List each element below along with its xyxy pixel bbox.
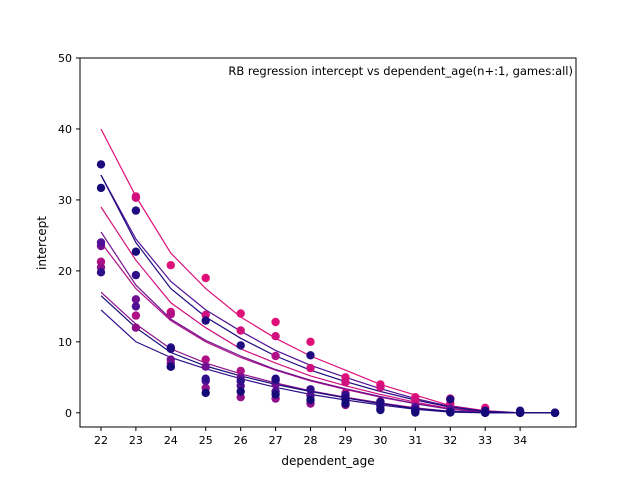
series-7-point [201, 316, 210, 325]
series-8-point [131, 247, 141, 256]
series-6-point [96, 268, 106, 277]
x-tick-label: 30 [373, 434, 387, 447]
x-tick-label: 28 [304, 434, 318, 447]
series-8-point [236, 387, 245, 396]
series-7-point [236, 341, 245, 350]
series-8-point [341, 399, 350, 408]
series-0-point [236, 309, 245, 318]
series-0-fit-line [100, 128, 555, 414]
series-6-point [236, 376, 245, 386]
series-8-point [481, 408, 490, 417]
series-8-fit-line [100, 295, 555, 414]
chart-title: RB regression intercept vs dependent_age… [228, 64, 573, 78]
x-tick-label: 24 [164, 434, 178, 447]
x-tick-label: 33 [478, 434, 492, 447]
series-8-point [446, 408, 455, 417]
series-2-point [271, 351, 280, 361]
series-0-point [201, 273, 210, 283]
series-8-point [96, 183, 106, 193]
series-5-point [96, 238, 106, 247]
x-tick-label: 25 [199, 434, 213, 447]
series-4-point [201, 362, 210, 371]
y-axis-label: intercept [35, 216, 49, 270]
axes-frame [79, 57, 577, 428]
x-tick-label: 34 [513, 434, 527, 447]
y-tick-label: 30 [58, 194, 72, 207]
series-1-point [131, 193, 141, 202]
x-tick-label: 32 [443, 434, 457, 447]
series-0-point [271, 317, 280, 327]
series-8-point [550, 408, 560, 417]
y-tick-label: 0 [65, 407, 72, 420]
x-tick-label: 23 [129, 434, 143, 447]
series-7-point [131, 206, 141, 215]
series-1-point [236, 326, 245, 335]
series-8-point [166, 362, 175, 371]
series-1-point [271, 332, 280, 341]
y-tick-label: 40 [58, 123, 72, 136]
series-8-point [376, 405, 385, 415]
x-tick-label: 26 [234, 434, 248, 447]
series-7-point [376, 398, 385, 407]
series-2-point [201, 355, 210, 364]
x-tick-label: 31 [408, 434, 422, 447]
series-1-point [341, 378, 350, 387]
series-4-point [131, 295, 141, 304]
series-8-point [201, 388, 210, 398]
series-4-point [166, 355, 175, 364]
series-1-point [306, 363, 315, 373]
series-2-point [236, 366, 245, 376]
y-tick-label: 10 [58, 336, 72, 349]
series-5-point [131, 302, 141, 311]
series-2-point [166, 310, 175, 319]
y-tick-label: 50 [58, 52, 72, 65]
series-1-point [376, 383, 385, 392]
series-7-point [271, 374, 280, 383]
series-7-point [166, 344, 175, 354]
series-4-fit-line [100, 231, 555, 414]
series-6-point [201, 374, 210, 383]
series-8-point [271, 390, 280, 399]
series-8-point [515, 408, 525, 417]
series-3-point [131, 323, 141, 332]
series-0-point [306, 337, 315, 346]
series-8-point [411, 408, 420, 417]
x-tick-label: 27 [269, 434, 283, 447]
series-7-point [306, 351, 315, 360]
x-tick-label: 29 [338, 434, 352, 447]
x-axis-label: dependent_age [281, 454, 374, 468]
series-0-point [166, 261, 175, 270]
series-6-point [306, 385, 315, 394]
series-8-point [306, 395, 315, 405]
series-7-point [96, 160, 106, 169]
series-1-point [411, 395, 420, 405]
series-7-point [446, 395, 455, 404]
series-2-point [131, 311, 141, 320]
series-6-point [131, 270, 141, 280]
x-tick-label: 22 [94, 434, 108, 447]
y-tick-label: 20 [58, 265, 72, 278]
series-7-fit-line [100, 174, 555, 414]
plot-area: 22 23 24 25 26 27 28 29 30 31 32 33 34 0 10 20 30 40 50 [58, 52, 577, 447]
